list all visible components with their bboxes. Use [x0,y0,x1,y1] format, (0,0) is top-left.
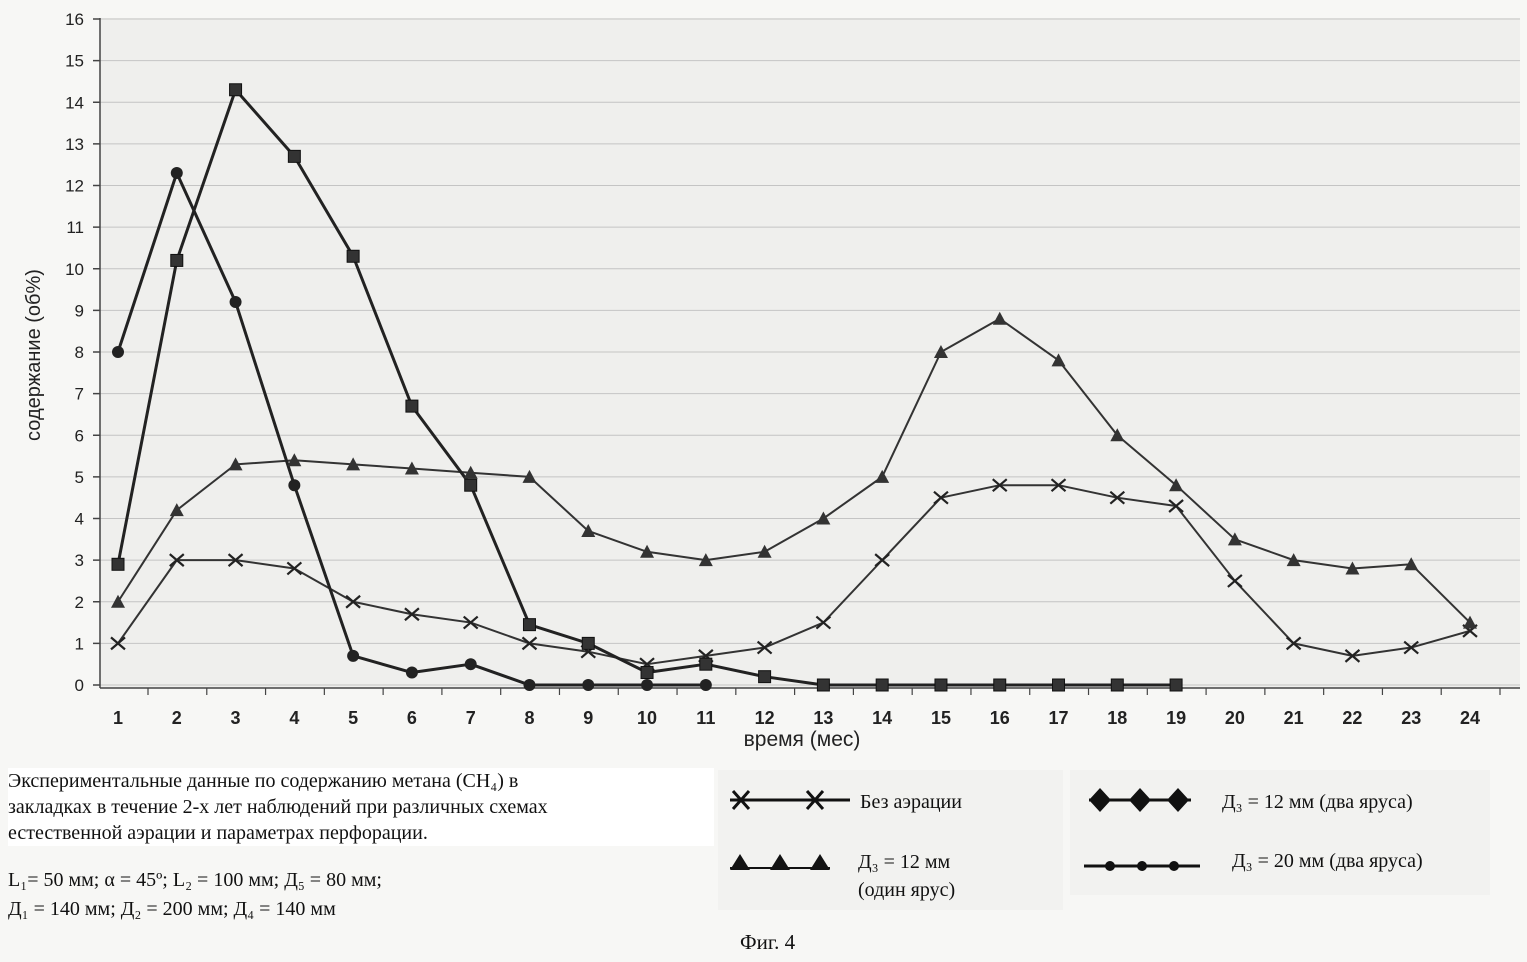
x-tick-label: 13 [813,708,833,728]
x-tick-label: 8 [524,708,534,728]
x-tick-label: 6 [407,708,417,728]
y-tick-label: 1 [75,634,84,653]
x-tick-label: 2 [172,708,182,728]
legend-x-marker-symbol [725,788,855,812]
data-point [582,637,594,649]
legend-label-line: Д₃ = 12 мм [858,848,955,876]
legend-label-no-aeration: Без аэрации [860,788,962,816]
caption-line: естественной аэрации и параметрах перфор… [8,820,714,846]
y-tick-label: 0 [75,676,84,695]
data-point [288,150,300,162]
legend-label-d20-two-tiers: Д₃ = 20 мм (два яруса) [1232,847,1423,875]
params-line: Д₁ = 140 мм; Д₂ = 200 мм; Д₄ = 140 мм [8,895,714,924]
legend-triangle-marker-symbol [725,850,835,874]
data-point [994,679,1006,691]
x-tick-label: 14 [872,708,892,728]
x-tick-label: 15 [931,708,951,728]
parameters: L₁= 50 мм; α = 45º; L₂ = 100 мм; Д₅ = 80… [8,866,714,924]
data-point [935,679,947,691]
x-tick-label: 23 [1401,708,1421,728]
data-point [230,296,242,308]
data-point [230,84,242,96]
plot-area [100,18,1520,688]
y-tick-label: 5 [75,468,84,487]
data-point [523,679,535,691]
x-tick-label: 3 [231,708,241,728]
x-tick-label: 12 [755,708,775,728]
y-tick-label: 16 [65,10,84,29]
y-tick-label: 14 [65,93,84,112]
figure-label: Фиг. 4 [740,930,795,955]
y-tick-label: 6 [75,426,84,445]
legend-circle-marker-symbol [1080,856,1205,876]
data-point [465,479,477,491]
data-point [817,679,829,691]
data-point [171,167,183,179]
x-tick-label: 19 [1166,708,1186,728]
data-point [171,254,183,266]
x-tick-label: 7 [466,708,476,728]
x-tick-label: 18 [1107,708,1127,728]
x-axis-label: время (мес) [744,728,861,751]
params-line: L₁= 50 мм; α = 45º; L₂ = 100 мм; Д₅ = 80… [8,866,714,895]
data-point [112,558,124,570]
caption-line: Экспериментальные данные по содержанию м… [8,768,714,794]
y-tick-label: 9 [75,301,84,320]
chart: 0123456789101112131415161234567891011121… [0,0,1527,760]
x-tick-label: 21 [1284,708,1304,728]
data-point [347,250,359,262]
y-axis-label: содержание (об%) [23,269,45,441]
x-tick-label: 20 [1225,708,1245,728]
x-tick-label: 17 [1049,708,1069,728]
data-point [288,479,300,491]
data-point [641,667,653,679]
data-point [406,400,418,412]
x-tick-label: 5 [348,708,358,728]
y-tick-label: 13 [65,135,84,154]
data-point [700,679,712,691]
data-point [759,671,771,683]
legend-label-line: (один ярус) [858,876,955,904]
caption-line: закладках в течение 2-х лет наблюдений п… [8,794,714,820]
data-point [641,679,653,691]
data-point [582,679,594,691]
data-point [1170,679,1182,691]
data-point [465,658,477,670]
data-point [406,667,418,679]
legend-label-d12-two-tiers: Д₃ = 12 мм (два яруса) [1222,788,1413,816]
data-point [1053,679,1065,691]
y-tick-label: 12 [65,177,84,196]
data-point [523,619,535,631]
y-tick-label: 7 [75,385,84,404]
y-tick-label: 8 [75,343,84,362]
x-tick-label: 9 [583,708,593,728]
figure-caption: Экспериментальные данные по содержанию м… [8,768,714,846]
x-tick-label: 16 [990,708,1010,728]
data-point [700,658,712,670]
x-tick-label: 10 [637,708,657,728]
x-tick-label: 24 [1460,708,1480,728]
x-tick-label: 1 [113,708,123,728]
legend-diamond-marker-symbol [1085,786,1195,814]
x-tick-label: 11 [696,708,715,728]
data-point [876,679,888,691]
x-tick-label: 22 [1342,708,1362,728]
y-tick-label: 10 [65,260,84,279]
legend-label-d12-one-tier: Д₃ = 12 мм (один ярус) [858,848,955,904]
y-tick-label: 2 [75,593,84,612]
y-tick-label: 15 [65,52,84,71]
y-tick-label: 4 [75,510,84,529]
data-point [1111,679,1123,691]
y-tick-label: 3 [75,551,84,570]
data-point [112,346,124,358]
x-tick-label: 4 [289,708,299,728]
data-point [347,650,359,662]
y-tick-label: 11 [66,218,84,237]
